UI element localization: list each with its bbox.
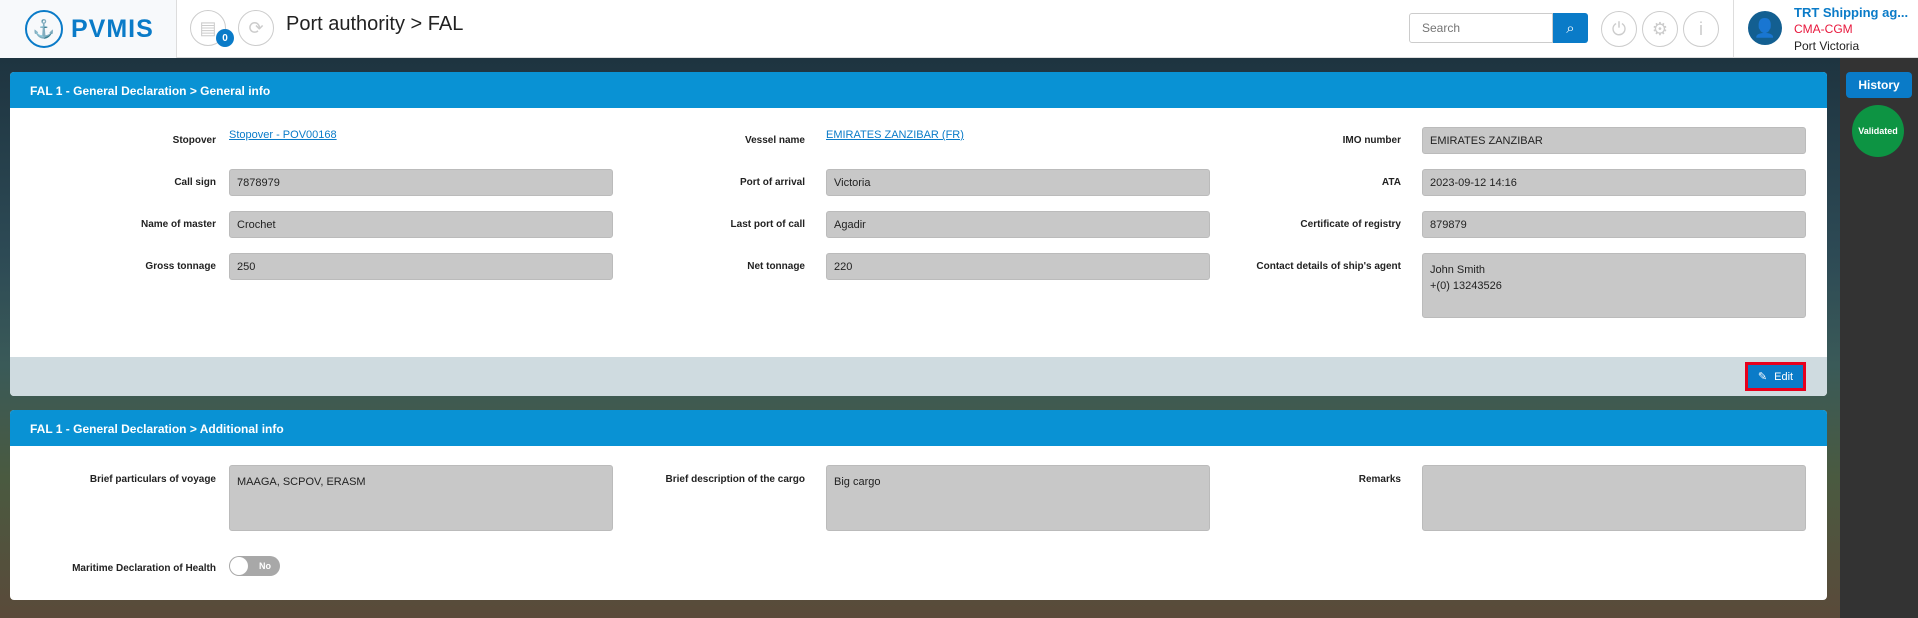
arrival-field[interactable]: Victoria xyxy=(826,169,1210,196)
refresh-icon[interactable]: ⟳ xyxy=(238,10,274,46)
health-label: Maritime Declaration of Health xyxy=(72,563,216,574)
master-field[interactable]: Crochet xyxy=(229,211,613,238)
gross-label: Gross tonnage xyxy=(145,261,216,272)
imo-label: IMO number xyxy=(1342,135,1401,146)
remarks-label: Remarks xyxy=(1358,474,1401,485)
ata-label: ATA xyxy=(1381,177,1401,188)
voyage-label: Brief particulars of voyage xyxy=(89,474,216,485)
master-label: Name of master xyxy=(140,219,216,230)
status-badge: Validated xyxy=(1852,105,1904,157)
logo[interactable]: ⚓ PVMIS xyxy=(0,0,177,58)
additional-info-panel: FAL 1 - General Declaration > Additional… xyxy=(10,410,1827,600)
search-input[interactable] xyxy=(1409,13,1553,43)
registry-field[interactable]: 879879 xyxy=(1422,211,1806,238)
ata-field[interactable]: 2023-09-12 14:16 xyxy=(1422,169,1806,196)
search-icon: ⌕ xyxy=(1566,19,1575,37)
logo-text: PVMIS xyxy=(71,14,154,43)
top-bar: ⚓ PVMIS ▤ 0 ⟳ Port authority > FAL ⌕ ⏻ ⚙… xyxy=(0,0,1918,58)
stopover-label: Stopover xyxy=(172,135,216,146)
agent-label: Contact details of ship's agent xyxy=(1256,261,1401,272)
cargo-label: Brief description of the cargo xyxy=(665,474,805,485)
breadcrumb: Port authority > FAL xyxy=(286,13,464,35)
cargo-field[interactable]: Big cargo xyxy=(826,465,1210,531)
power-icon[interactable]: ⏻ xyxy=(1601,11,1637,47)
vessel-link[interactable]: EMIRATES ZANZIBAR (FR) xyxy=(826,129,964,141)
toggle-knob xyxy=(230,557,248,575)
panel-title: FAL 1 - General Declaration > General in… xyxy=(10,72,1827,108)
user-menu[interactable]: 👤 TRT Shipping ag... CMA-CGM Port Victor… xyxy=(1733,0,1918,58)
agent-field[interactable]: John Smith +(0) 13243526 xyxy=(1422,253,1806,318)
edit-label: Edit xyxy=(1774,370,1794,383)
history-button[interactable]: History xyxy=(1846,72,1912,98)
lastport-label: Last port of call xyxy=(730,219,805,230)
edit-button[interactable]: ✎ Edit xyxy=(1745,362,1806,391)
panel-title: FAL 1 - General Declaration > Additional… xyxy=(10,410,1827,446)
imo-field[interactable]: EMIRATES ZANZIBAR xyxy=(1422,127,1806,154)
user-name: TRT Shipping ag... xyxy=(1794,5,1909,20)
gears-icon[interactable]: ⚙ xyxy=(1642,11,1678,47)
anchor-icon: ⚓ xyxy=(25,10,63,48)
panel-footer: ✎ Edit xyxy=(10,357,1827,396)
user-port: Port Victoria xyxy=(1794,39,1860,53)
lastport-field[interactable]: Agadir xyxy=(826,211,1210,238)
edit-icon: ✎ xyxy=(1757,371,1768,383)
avatar: 👤 xyxy=(1748,11,1782,45)
toggle-label: No xyxy=(259,561,271,571)
callsign-field[interactable]: 7878979 xyxy=(229,169,613,196)
stopover-link[interactable]: Stopover - POV00168 xyxy=(229,129,337,141)
gross-field[interactable]: 250 xyxy=(229,253,613,280)
info-icon[interactable]: i xyxy=(1683,11,1719,47)
vessel-label: Vessel name xyxy=(744,135,805,146)
search-button[interactable]: ⌕ xyxy=(1553,13,1588,43)
remarks-field[interactable] xyxy=(1422,465,1806,531)
user-company: CMA-CGM xyxy=(1794,22,1853,36)
notification-badge: 0 xyxy=(216,29,234,47)
agent-phone: +(0) 13243526 xyxy=(1430,280,1502,292)
net-field[interactable]: 220 xyxy=(826,253,1210,280)
health-toggle[interactable]: No xyxy=(229,556,280,576)
callsign-label: Call sign xyxy=(174,177,216,188)
net-label: Net tonnage xyxy=(747,261,805,272)
general-info-panel: FAL 1 - General Declaration > General in… xyxy=(10,72,1827,396)
agent-name: John Smith xyxy=(1430,264,1486,276)
registry-label: Certificate of registry xyxy=(1300,219,1401,230)
arrival-label: Port of arrival xyxy=(739,177,805,188)
voyage-field[interactable]: MAAGA, SCPOV, ERASM xyxy=(229,465,613,531)
